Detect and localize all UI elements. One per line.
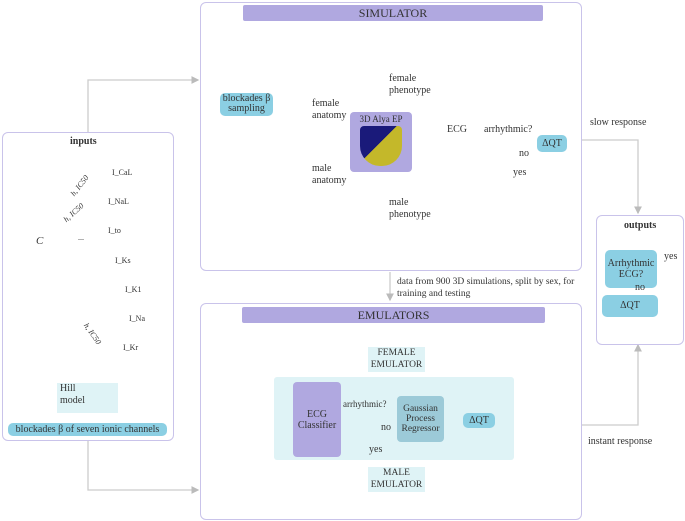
channel-label: I_Ks [115,256,131,265]
data-note: data from 900 3D simulations, split by s… [397,277,575,299]
gpr-box: Gaussian Process Regressor [397,396,444,442]
channel-label: I_Kr [123,343,139,352]
out-dqt: ΔQT [602,295,658,317]
channel-label: I_Na [129,314,145,323]
ecg-label: ECG [447,124,467,135]
arrhythmic-label: arrhythmic? [484,124,533,135]
channel-label: I_NaL [108,197,129,206]
outputs-title: outputs [624,220,657,231]
heart-simulation-image [360,126,402,166]
instant-response-label: instant response [588,436,653,447]
male-phenotype-label: male phenotype [389,197,431,220]
out-yes-label: yes [664,251,678,262]
arrhythmic-ecg-box: Arrhythmic ECG? [605,250,657,288]
blockades-output: blockades β of seven ionic channels [8,423,167,436]
female-emulator-label: FEMALE EMULATOR [368,347,425,372]
sim-dqt: ΔQT [537,135,567,152]
female-phenotype-label: female phenotype [389,73,431,96]
alya-box: 3D Alya EP [350,112,412,172]
simulator-title: SIMULATOR [243,5,543,21]
arrow-slow [580,139,642,215]
arrow-instant [580,343,642,426]
hill-model: Hill model [57,383,118,413]
inputs-title: inputs [70,136,97,147]
classifier-label: ECG Classifier [297,408,337,431]
slow-response-label: slow response [590,117,647,128]
ecg-classifier: ECG Classifier [293,382,341,457]
male-anatomy-label: male anatomy [312,163,347,186]
arrow-to-simulator [87,76,200,132]
hill-param: ... [78,233,84,242]
emu-no-label: no [381,422,391,433]
no-label: no [519,148,529,159]
channel-label: I_to [108,226,121,235]
emu-yes-label: yes [369,444,383,455]
emu-dqt: ΔQT [463,413,495,428]
yes-label: yes [513,167,527,178]
male-emulator-label: MALE EMULATOR [368,467,425,492]
channel-label: I_CaL [112,168,133,177]
out-no-label: no [635,282,645,293]
female-anatomy-label: female anatomy [312,98,347,121]
arrow-to-emulators [87,440,200,494]
alya-label: 3D Alya EP [359,114,403,124]
emu-arrhythmic-label: arrhythmic? [343,399,387,409]
arrhythmic-ecg-label: Arrhythmic ECG? [607,258,655,280]
channel-label: I_K1 [125,285,142,294]
emulators-title: EMULATORS [242,307,545,323]
sampling-box: blockades β sampling [220,93,273,116]
drug-label: C [36,235,44,247]
gpr-label: Gaussian Process Regressor [401,404,440,434]
